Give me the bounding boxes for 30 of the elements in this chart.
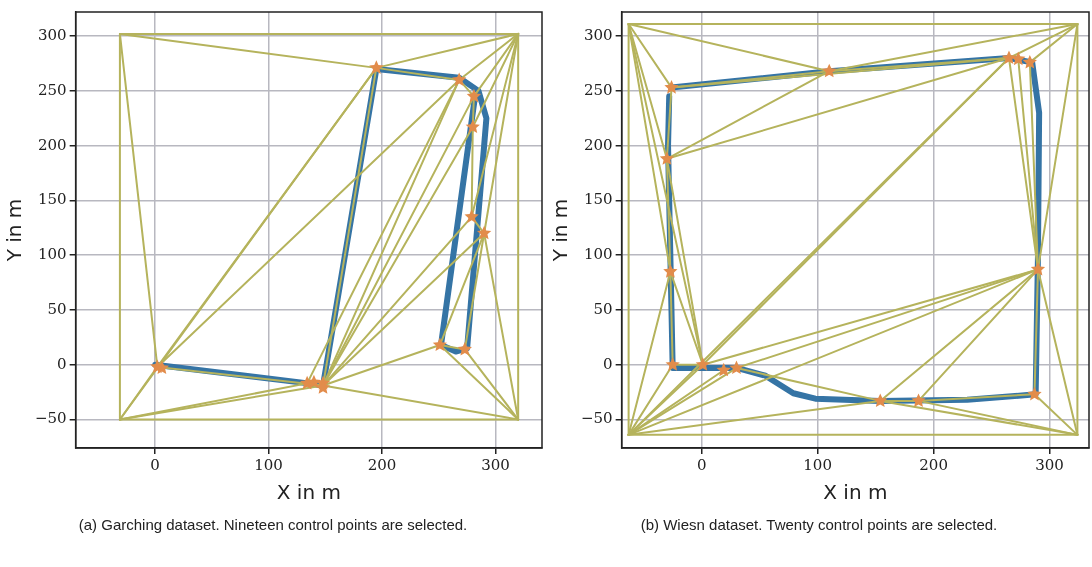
- y-tick-label: 150: [38, 190, 67, 209]
- y-tick-label: 250: [38, 80, 67, 99]
- y-tick-label: 300: [584, 25, 613, 44]
- y-tick-label: 100: [584, 245, 613, 264]
- x-tick-label: 200: [919, 455, 948, 474]
- y-tick-label: 50: [47, 299, 67, 318]
- y-tick-label: 300: [38, 25, 67, 44]
- y-tick-label: −50: [35, 409, 67, 428]
- y-tick-label: 200: [584, 135, 613, 154]
- x-tick-label: 0: [696, 455, 707, 474]
- x-tick-label: 300: [481, 455, 510, 474]
- x-tick-label: 300: [1035, 455, 1064, 474]
- y-tick-label: 150: [584, 190, 613, 209]
- text: (a) Garching dataset. Nineteen control points are selected.: [77, 516, 469, 533]
- y-tick-label: −50: [581, 409, 613, 428]
- x-axis-title: X in m: [823, 480, 888, 505]
- text: (b) Wiesn dataset. Twenty control points are selected.: [639, 516, 999, 533]
- y-axis-title: Y in m: [548, 198, 573, 263]
- x-tick-label: 200: [367, 455, 397, 474]
- y-axis-title: Y in m: [2, 198, 27, 263]
- y-tick-label: 50: [593, 299, 613, 318]
- y-tick-label: 200: [38, 135, 67, 154]
- y-tick-label: 0: [57, 354, 67, 373]
- x-tick-label: 100: [254, 455, 283, 474]
- x-tick-label: 100: [803, 455, 832, 474]
- y-tick-label: 0: [603, 354, 613, 373]
- y-tick-label: 250: [584, 80, 613, 99]
- x-tick-label: 0: [150, 455, 160, 474]
- y-tick-label: 100: [38, 245, 67, 264]
- x-axis-title: X in m: [276, 480, 341, 505]
